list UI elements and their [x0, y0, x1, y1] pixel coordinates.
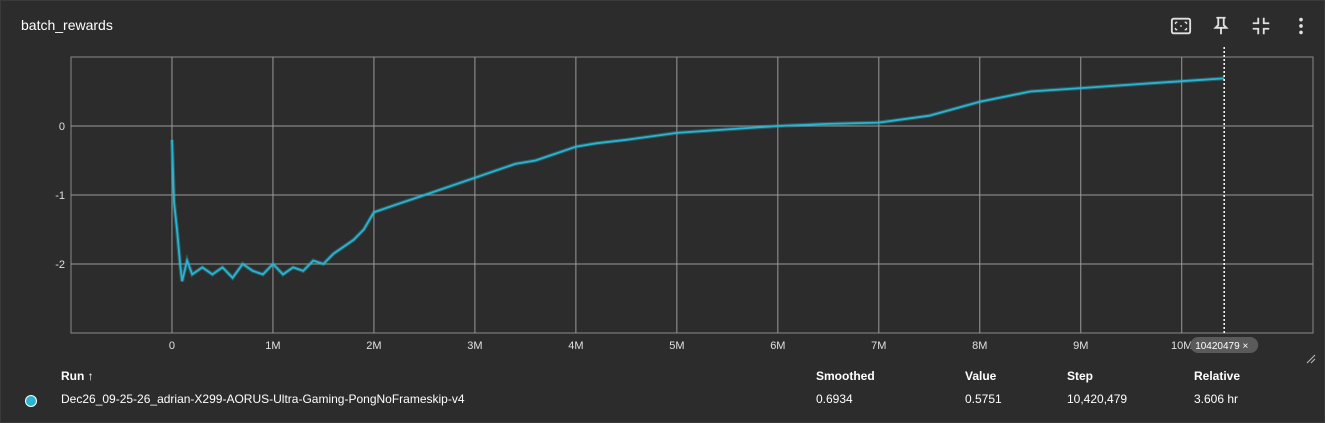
- x-tick-label: 1M: [265, 340, 280, 352]
- pin-icon: [1213, 16, 1229, 35]
- header-relative: Relative: [1194, 369, 1241, 383]
- x-tick-label: 0: [169, 340, 175, 352]
- fit-domain-button[interactable]: [1168, 13, 1194, 39]
- x-tick-label: 7M: [871, 340, 886, 352]
- line-chart[interactable]: 0 1M 2M 3M 4M 5M 6M 7M 8M 9M 10M -2 -1 0 10420479 ×: [1, 1, 1325, 366]
- y-tick-label: -1: [55, 190, 65, 202]
- x-tick-label: 6M: [770, 340, 785, 352]
- card-toolbar: [1168, 13, 1314, 39]
- step-badge-bg: [1190, 337, 1259, 353]
- y-tick-label: -2: [55, 259, 65, 271]
- x-tick-label: 4M: [568, 340, 583, 352]
- raw-value: 0.5751: [965, 392, 1002, 406]
- resize-handle-icon: [1306, 354, 1316, 364]
- step-badge[interactable]: 10420479 ×: [1190, 337, 1259, 353]
- step-value: 10,420,479: [1067, 392, 1128, 406]
- header-value: Value: [965, 369, 997, 383]
- more-options-button[interactable]: [1288, 13, 1314, 39]
- run-name: Dec26_09-25-26_adrian-X299-AORUS-Ultra-G…: [61, 392, 465, 406]
- header-run[interactable]: Run ↑: [61, 369, 94, 383]
- header-smoothed: Smoothed: [816, 369, 875, 383]
- collapse-icon: [1252, 17, 1270, 35]
- collapse-button[interactable]: [1248, 13, 1274, 39]
- pin-button[interactable]: [1208, 13, 1234, 39]
- step-badge-label: 10420479 ×: [1195, 341, 1248, 352]
- run-color-dot: [25, 395, 37, 407]
- smoothed-value: 0.6934: [816, 392, 853, 406]
- y-tick-label: 0: [59, 121, 65, 133]
- card-title: batch_rewards: [21, 17, 113, 33]
- x-tick-label: 8M: [972, 340, 987, 352]
- fit-domain-icon: [1170, 17, 1192, 35]
- x-tick-label: 2M: [366, 340, 381, 352]
- x-tick-label: 10M: [1171, 340, 1192, 352]
- more-vert-icon: [1299, 17, 1303, 35]
- header-step: Step: [1067, 369, 1094, 383]
- series-raw-line: [170, 76, 1225, 282]
- x-tick-label: 5M: [669, 340, 684, 352]
- x-tick-label: 9M: [1073, 340, 1088, 352]
- relative-time: 3.606 hr: [1194, 392, 1239, 406]
- x-tick-label: 3M: [467, 340, 482, 352]
- series-smoothed-line: [171, 77, 1225, 282]
